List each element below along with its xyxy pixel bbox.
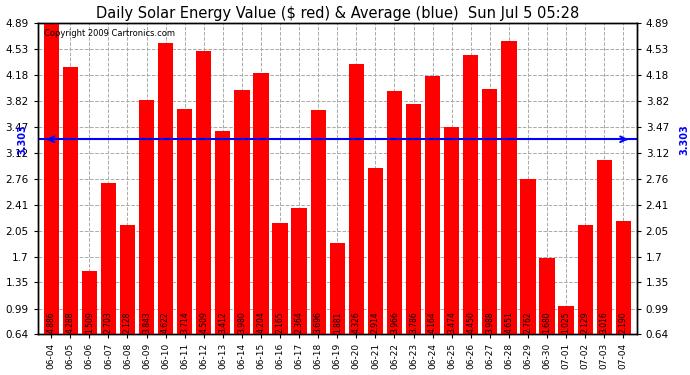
Text: 1.680: 1.680 (542, 311, 551, 333)
Text: 2.165: 2.165 (275, 311, 284, 333)
Text: 1.025: 1.025 (562, 311, 571, 333)
Bar (425, 76, 440, 334)
Bar (215, 131, 230, 334)
Text: 1.881: 1.881 (333, 311, 342, 333)
Bar (501, 40, 517, 334)
Text: 3.966: 3.966 (390, 311, 399, 333)
Bar (444, 127, 460, 334)
Bar (177, 109, 193, 334)
Text: 2.703: 2.703 (104, 311, 113, 333)
Bar (615, 221, 631, 334)
Bar (348, 64, 364, 334)
Bar (387, 91, 402, 334)
Text: 3.412: 3.412 (218, 311, 227, 333)
Text: 3.474: 3.474 (447, 311, 456, 333)
Bar (368, 168, 383, 334)
Bar (101, 183, 116, 334)
Bar (520, 179, 535, 334)
Bar (330, 243, 345, 334)
Text: 2.914: 2.914 (371, 311, 380, 333)
Bar (597, 160, 612, 334)
Text: 4.886: 4.886 (47, 311, 56, 333)
Bar (120, 225, 135, 334)
Text: 3.980: 3.980 (237, 311, 246, 333)
Bar (253, 74, 268, 334)
Title: Daily Solar Energy Value ($ red) & Average (blue)  Sun Jul 5 05:28: Daily Solar Energy Value ($ red) & Avera… (96, 6, 579, 21)
Bar (463, 56, 478, 334)
Bar (482, 89, 497, 334)
Text: Copyright 2009 Cartronics.com: Copyright 2009 Cartronics.com (44, 29, 175, 38)
Text: 3.303: 3.303 (680, 124, 689, 154)
Text: 4.204: 4.204 (257, 311, 266, 333)
Text: 3.988: 3.988 (485, 311, 494, 333)
Text: 4.622: 4.622 (161, 311, 170, 333)
Text: 4.509: 4.509 (199, 311, 208, 333)
Text: 4.450: 4.450 (466, 311, 475, 333)
Text: 3.696: 3.696 (314, 311, 323, 333)
Bar (578, 225, 593, 334)
Text: 4.651: 4.651 (504, 311, 513, 333)
Bar (63, 67, 78, 334)
Bar (540, 258, 555, 334)
Text: 2.364: 2.364 (295, 311, 304, 333)
Bar (81, 271, 97, 334)
Text: 3.786: 3.786 (409, 311, 418, 333)
Text: 2.129: 2.129 (581, 311, 590, 333)
Bar (196, 51, 211, 334)
Bar (235, 90, 250, 334)
Text: 4.288: 4.288 (66, 311, 75, 333)
Text: 2.762: 2.762 (524, 311, 533, 333)
Text: 3.843: 3.843 (142, 311, 151, 333)
Text: 2.128: 2.128 (123, 311, 132, 333)
Bar (139, 100, 154, 334)
Bar (43, 23, 59, 334)
Text: 2.190: 2.190 (619, 311, 628, 333)
Text: 3.714: 3.714 (180, 311, 189, 333)
Bar (273, 222, 288, 334)
Text: 4.326: 4.326 (352, 311, 361, 333)
Bar (158, 43, 173, 334)
Text: 4.164: 4.164 (428, 311, 437, 333)
Text: 3.303: 3.303 (17, 124, 28, 154)
Bar (310, 111, 326, 334)
Text: 1.509: 1.509 (85, 311, 94, 333)
Bar (291, 208, 307, 334)
Bar (406, 104, 421, 334)
Bar (558, 306, 573, 334)
Text: 3.016: 3.016 (600, 311, 609, 333)
